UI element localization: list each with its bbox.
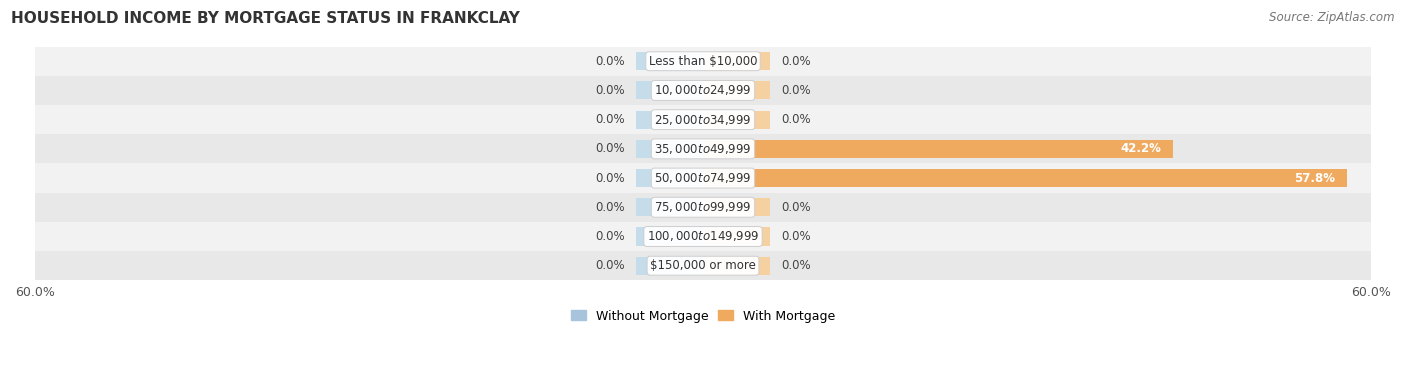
Text: 0.0%: 0.0% <box>595 143 626 155</box>
Bar <box>703 81 770 100</box>
Text: 57.8%: 57.8% <box>1295 172 1336 185</box>
Text: 0.0%: 0.0% <box>780 230 811 243</box>
Bar <box>703 198 770 216</box>
Bar <box>703 52 770 70</box>
Text: $25,000 to $34,999: $25,000 to $34,999 <box>654 113 752 127</box>
Bar <box>636 227 703 245</box>
Text: 42.2%: 42.2% <box>1121 143 1161 155</box>
Text: 0.0%: 0.0% <box>780 259 811 272</box>
Bar <box>35 222 1371 251</box>
Bar <box>703 169 1347 187</box>
Text: Less than $10,000: Less than $10,000 <box>648 55 758 68</box>
Bar <box>636 198 703 216</box>
Text: 0.0%: 0.0% <box>595 230 626 243</box>
Legend: Without Mortgage, With Mortgage: Without Mortgage, With Mortgage <box>565 305 841 328</box>
Bar <box>636 257 703 275</box>
Bar <box>703 257 770 275</box>
Bar <box>35 193 1371 222</box>
Bar <box>636 52 703 70</box>
Bar <box>35 105 1371 134</box>
Text: 0.0%: 0.0% <box>595 84 626 97</box>
Text: $100,000 to $149,999: $100,000 to $149,999 <box>647 230 759 244</box>
Text: HOUSEHOLD INCOME BY MORTGAGE STATUS IN FRANKCLAY: HOUSEHOLD INCOME BY MORTGAGE STATUS IN F… <box>11 11 520 26</box>
Text: 0.0%: 0.0% <box>595 259 626 272</box>
Bar <box>703 140 1173 158</box>
Text: $10,000 to $24,999: $10,000 to $24,999 <box>654 83 752 97</box>
Text: 0.0%: 0.0% <box>595 55 626 68</box>
Text: 0.0%: 0.0% <box>595 172 626 185</box>
Text: Source: ZipAtlas.com: Source: ZipAtlas.com <box>1270 11 1395 24</box>
Bar <box>636 110 703 129</box>
Text: 0.0%: 0.0% <box>780 55 811 68</box>
Bar <box>636 81 703 100</box>
Bar <box>636 140 703 158</box>
Text: 0.0%: 0.0% <box>595 113 626 126</box>
Text: 0.0%: 0.0% <box>780 113 811 126</box>
Text: 0.0%: 0.0% <box>595 201 626 214</box>
Text: $35,000 to $49,999: $35,000 to $49,999 <box>654 142 752 156</box>
Bar <box>35 76 1371 105</box>
Bar <box>636 169 703 187</box>
Bar <box>35 47 1371 76</box>
Bar <box>35 164 1371 193</box>
Text: 0.0%: 0.0% <box>780 84 811 97</box>
Bar <box>35 134 1371 164</box>
Bar <box>703 110 770 129</box>
Text: $150,000 or more: $150,000 or more <box>650 259 756 272</box>
Text: 0.0%: 0.0% <box>780 201 811 214</box>
Bar <box>35 251 1371 280</box>
Text: $50,000 to $74,999: $50,000 to $74,999 <box>654 171 752 185</box>
Text: $75,000 to $99,999: $75,000 to $99,999 <box>654 200 752 214</box>
Bar <box>703 227 770 245</box>
